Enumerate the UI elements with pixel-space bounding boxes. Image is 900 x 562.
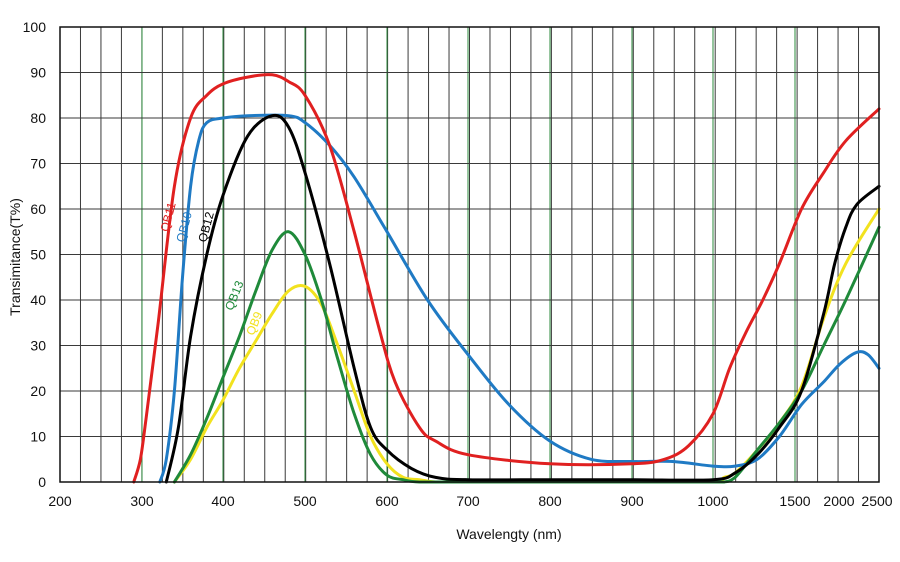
x-tick-labels: 200 300 400 500 600 700 800 900 1000 1500 2000 2500 xyxy=(48,493,892,509)
x-tick-label: 1000 xyxy=(697,493,728,509)
series-line-qb13 xyxy=(172,225,881,484)
y-tick-label: 0 xyxy=(38,474,46,490)
grid-lines xyxy=(60,27,879,482)
y-tick-label: 100 xyxy=(23,19,47,35)
x-axis-title: Wavelengty (nm) xyxy=(456,526,561,542)
y-tick-label: 20 xyxy=(30,383,46,399)
y-tick-label: 40 xyxy=(30,292,46,308)
x-tick-label: 700 xyxy=(456,493,480,509)
y-tick-label: 60 xyxy=(30,201,46,217)
x-tick-label: 900 xyxy=(620,493,644,509)
series-line-qb12 xyxy=(164,113,881,484)
x-tick-label: 2500 xyxy=(861,493,892,509)
x-tick-label: 1500 xyxy=(779,493,810,509)
y-axis-title: Transimitance(T%) xyxy=(7,198,23,316)
series-line-qb10 xyxy=(158,113,881,484)
y-tick-label: 10 xyxy=(30,429,46,445)
plot-border xyxy=(59,26,880,483)
x-tick-label: 600 xyxy=(375,493,399,509)
x-tick-label: 400 xyxy=(211,493,235,509)
plot-frame xyxy=(59,26,880,483)
y-tick-label: 70 xyxy=(30,156,46,172)
y-tick-label: 90 xyxy=(30,65,46,81)
y-tick-label: 50 xyxy=(30,247,46,263)
y-tick-labels: 0 10 20 30 40 50 60 70 80 90 100 xyxy=(23,19,47,490)
y-tick-label: 30 xyxy=(30,338,46,354)
x-tick-label: 2000 xyxy=(823,493,854,509)
y-tick-label: 80 xyxy=(30,110,46,126)
x-tick-label: 300 xyxy=(130,493,154,509)
series-layer xyxy=(132,73,881,484)
series-line-qb11 xyxy=(132,73,881,484)
x-tick-label: 200 xyxy=(48,493,72,509)
x-tick-label: 500 xyxy=(293,493,317,509)
x-tick-label: 800 xyxy=(538,493,562,509)
